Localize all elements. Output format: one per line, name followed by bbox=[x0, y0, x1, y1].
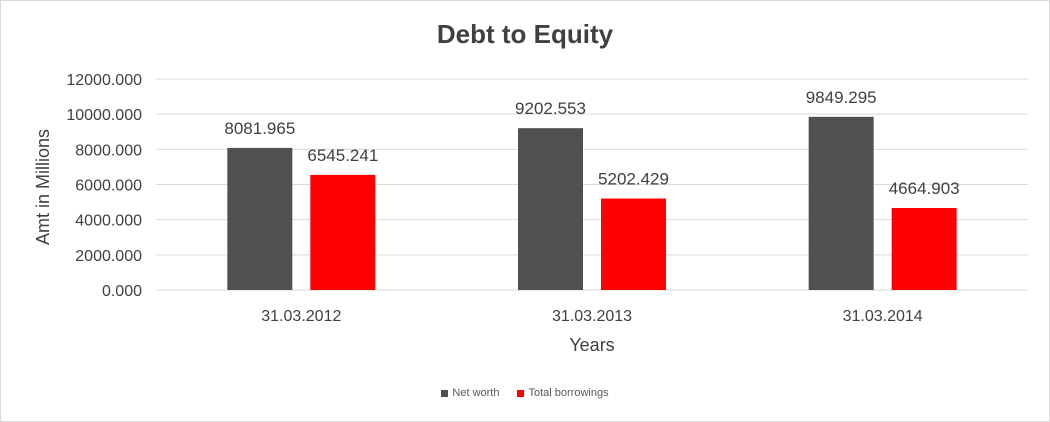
bar-total-borrowings bbox=[891, 207, 957, 290]
data-label: 8081.965 bbox=[224, 119, 295, 138]
data-label: 9202.553 bbox=[515, 99, 586, 118]
y-tick-label: 2000.000 bbox=[75, 248, 142, 265]
data-label: 4664.903 bbox=[889, 179, 960, 198]
value-labels: 8081.965 6545.241 9202.553 5202.429 9849.295… bbox=[224, 88, 959, 198]
x-tick-label: 31.03.2012 bbox=[261, 308, 341, 325]
legend-item-total-borrowings: Total borrowings bbox=[517, 387, 609, 399]
chart-title: Debt to Equity bbox=[436, 19, 614, 49]
legend-swatch-net-worth bbox=[441, 389, 449, 397]
data-label: 5202.429 bbox=[598, 170, 669, 189]
legend-label-net-worth: Net worth bbox=[452, 387, 500, 399]
y-tick-label: 4000.000 bbox=[75, 213, 142, 230]
y-tick-label: 12000.000 bbox=[66, 72, 142, 89]
legend-item-net-worth: Net worth bbox=[441, 387, 499, 399]
data-label: 9849.295 bbox=[806, 88, 877, 107]
y-axis-label: Amt in Millions bbox=[33, 129, 53, 245]
bars bbox=[227, 116, 957, 291]
bar-total-borrowings bbox=[601, 198, 666, 290]
gridlines bbox=[156, 78, 1028, 291]
y-tick-label: 8000.000 bbox=[75, 142, 142, 159]
x-axis-ticks: 31.03.2012 31.03.2013 31.03.2014 bbox=[261, 308, 923, 325]
y-axis-ticks: 0.000 2000.000 4000.000 6000.000 8000.000 100… bbox=[66, 72, 142, 300]
data-label: 6545.241 bbox=[307, 146, 378, 165]
x-tick-label: 31.03.2014 bbox=[843, 308, 923, 325]
legend: Net worth Total borrowings bbox=[1, 387, 1049, 399]
y-tick-label: 6000.000 bbox=[75, 178, 142, 195]
legend-swatch-total-borrowings bbox=[517, 389, 525, 397]
bar-net-worth bbox=[518, 128, 583, 290]
x-tick-label: 31.03.2013 bbox=[552, 308, 632, 325]
bar-total-borrowings bbox=[310, 174, 376, 290]
legend-label-total-borrowings: Total borrowings bbox=[528, 387, 609, 399]
bar-net-worth bbox=[808, 116, 874, 291]
bar-net-worth bbox=[227, 147, 293, 290]
y-tick-label: 0.000 bbox=[102, 283, 142, 300]
y-tick-label: 10000.000 bbox=[66, 107, 142, 124]
x-axis-label: Years bbox=[569, 335, 614, 355]
